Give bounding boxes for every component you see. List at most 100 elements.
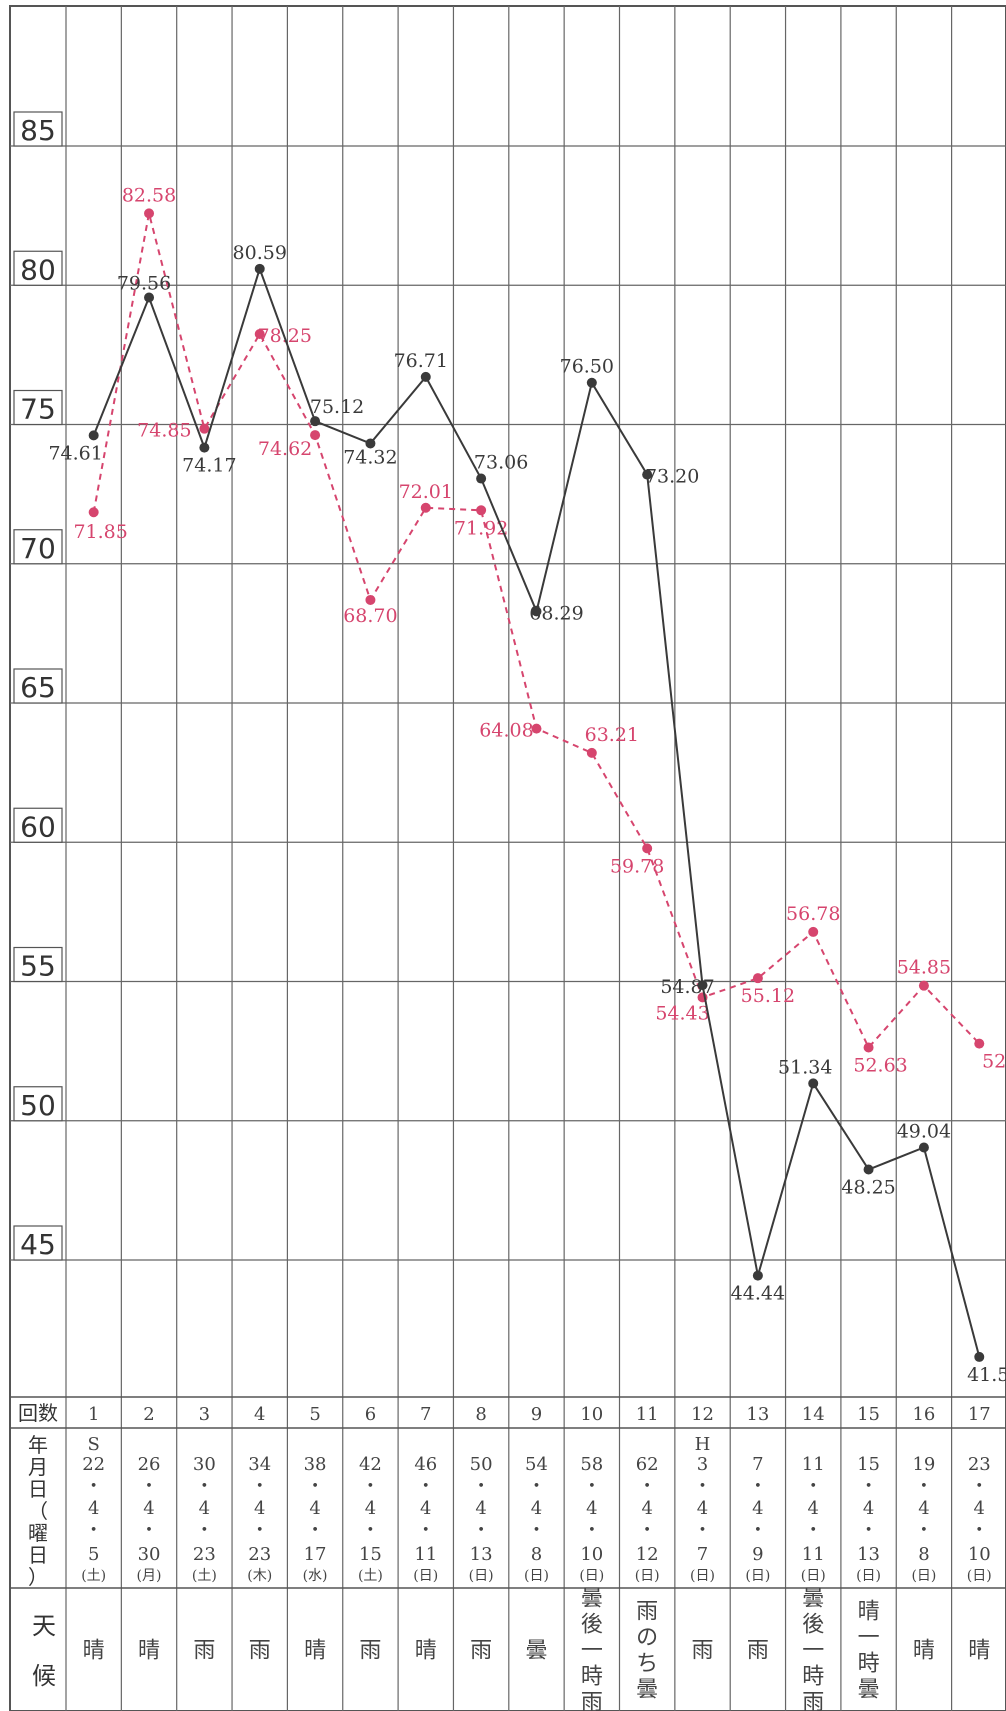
date-month: 4 [974, 1498, 985, 1519]
count-cell: 6 [365, 1404, 376, 1425]
date-dot: ・ [417, 1476, 435, 1497]
series-2-label: 71.92 [454, 517, 508, 539]
weather-char: 雨 [249, 1639, 271, 1664]
date-month: 4 [807, 1498, 818, 1519]
series-2-label: 52.63 [853, 1055, 907, 1077]
series-1-label: 76.71 [394, 350, 448, 372]
weather-char: 時 [802, 1665, 824, 1690]
series-2-point [752, 973, 763, 984]
series-2-label: 82.58 [122, 184, 176, 206]
series-2-point [863, 1042, 874, 1053]
date-month: 4 [586, 1498, 597, 1519]
weather-char: 後 [581, 1613, 603, 1638]
series-1-label: 76.50 [560, 356, 614, 378]
weather-char: 曇 [802, 1587, 824, 1612]
y-tick-box-75 [13, 389, 63, 426]
date-month: 4 [143, 1498, 154, 1519]
date-dot: ・ [417, 1520, 435, 1541]
series-1-label: 51.34 [778, 1056, 832, 1078]
series-1-label: 74.32 [343, 446, 397, 468]
weather-char: 雨 [636, 1600, 658, 1625]
series-1: 74.61 79.56 74.17 80.59 75.12 74.32 76.71 73.06… [48, 242, 1006, 1386]
date-year: 19 [912, 1454, 935, 1475]
series-1-point [974, 1351, 985, 1362]
date-year: 38 [304, 1454, 327, 1475]
date-dot: ・ [970, 1520, 988, 1541]
series-2-label: 72.01 [399, 481, 453, 503]
date-dot: ・ [85, 1476, 103, 1497]
y-tick-box-70 [13, 529, 63, 565]
series-2-point [144, 208, 155, 219]
date-day: 5 [88, 1544, 99, 1565]
series-1-label: 49.04 [897, 1120, 951, 1142]
date-year: 50 [470, 1454, 493, 1475]
series-2-label: 54.43 [655, 1002, 709, 1024]
series-2: 71.8582.5874.8578.2574.6268.7072.0171.92… [73, 184, 1006, 1076]
date-dot: ・ [85, 1520, 103, 1541]
date-month: 4 [531, 1498, 542, 1519]
series-1-label: 73.20 [645, 466, 699, 488]
date-year: 54 [525, 1454, 548, 1475]
date-dot: ・ [527, 1520, 545, 1541]
series-1-label: 41.52 [967, 1364, 1006, 1386]
date-month: 4 [365, 1498, 376, 1519]
weather-char: 晴 [415, 1639, 437, 1664]
weekday: (土) [192, 1568, 217, 1584]
weekday: (日) [911, 1568, 936, 1584]
weekday: (月) [137, 1568, 162, 1584]
weather-char: 晴 [83, 1639, 105, 1664]
date-day: 11 [414, 1544, 437, 1565]
series-1-label: 54.87 [660, 976, 714, 998]
weather-char: 雨 [193, 1639, 215, 1664]
weather-char: 時 [581, 1665, 603, 1690]
series-1-point [531, 606, 542, 617]
weekday: (日) [635, 1568, 660, 1584]
weather-char: 雨 [470, 1639, 492, 1664]
date-year: 11 [802, 1454, 825, 1475]
grid [9, 5, 1006, 1711]
y-tick-box-50 [13, 1086, 63, 1122]
date-year: 23 [968, 1454, 991, 1475]
series-1-label: 73.06 [474, 452, 528, 474]
date-year: S [88, 1434, 100, 1455]
date-day: 10 [580, 1544, 603, 1565]
weather-char: 晴 [138, 1639, 160, 1664]
date-day: 13 [470, 1544, 493, 1565]
y-tick-box-45 [13, 1225, 63, 1261]
series-2-label: 52.77 [982, 1051, 1006, 1073]
series-1-point [420, 371, 431, 382]
y-tick-label-70: 70 [20, 532, 56, 565]
series-2-label: 63.21 [585, 724, 639, 746]
series-2-point [642, 843, 653, 854]
series-1-point [808, 1078, 819, 1089]
date-month: 4 [420, 1498, 431, 1519]
series-1-point [476, 473, 487, 484]
date-day: 30 [138, 1544, 161, 1565]
count-cell: 5 [309, 1404, 320, 1425]
series-1-point [586, 377, 597, 388]
weather-char: 雨 [359, 1639, 381, 1664]
date-year: 15 [857, 1454, 880, 1475]
date-dot: ・ [915, 1476, 933, 1497]
count-cell: 7 [420, 1404, 431, 1425]
weather-char: 曇 [636, 1678, 658, 1703]
weather-char: 後 [802, 1613, 824, 1638]
date-month: 4 [309, 1498, 320, 1519]
row-header-date-char: 曜 [28, 1521, 48, 1545]
date-year: 58 [580, 1454, 603, 1475]
date-dot: ・ [860, 1476, 878, 1497]
weekday: (日) [967, 1568, 992, 1584]
date-dot: ・ [749, 1476, 767, 1497]
series-1-point [144, 292, 155, 303]
date-day: 23 [193, 1544, 216, 1565]
count-cell: 8 [475, 1404, 486, 1425]
date-month: 4 [697, 1498, 708, 1519]
series-2-point [918, 980, 929, 991]
series-1-label: 74.17 [182, 455, 236, 477]
series-2-point [310, 430, 321, 441]
date-year: 42 [359, 1454, 382, 1475]
count-cell: 2 [143, 1404, 154, 1425]
date-day: 13 [857, 1544, 880, 1565]
series-2-point [254, 328, 265, 339]
